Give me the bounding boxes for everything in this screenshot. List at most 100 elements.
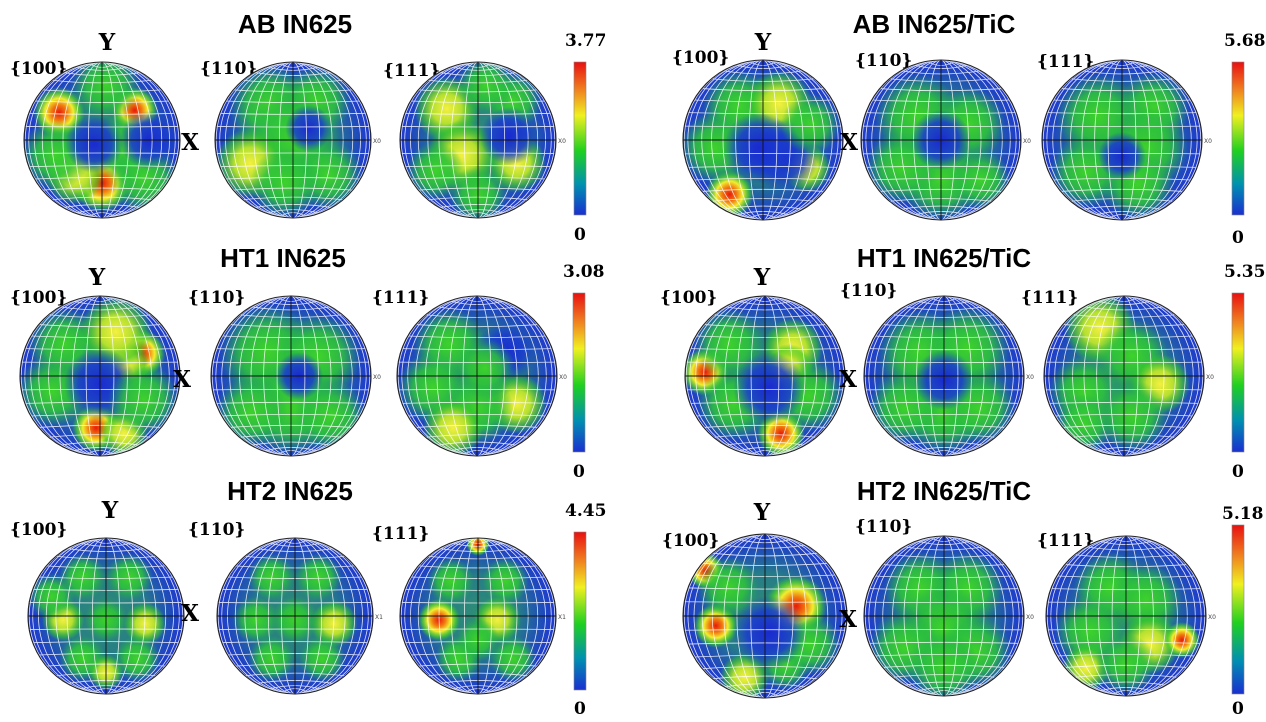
- pole-family-label: {100}: [660, 288, 717, 308]
- x-axis-label: X: [839, 366, 857, 393]
- pole-figure-outline: [1045, 535, 1207, 697]
- intensity-colorbar: [1231, 524, 1245, 695]
- pole-figure-outline: [19, 295, 181, 457]
- colorbar-min-label: 0: [1232, 699, 1244, 717]
- texture-intensity-blob: [456, 62, 516, 115]
- x0-reference-label: X0: [1026, 614, 1034, 621]
- pole-figure-outline: [214, 61, 372, 219]
- pole-figure-outline: [399, 537, 557, 695]
- pole-figure-outline: [682, 533, 848, 699]
- panel-title: HT1 IN625: [220, 243, 346, 273]
- y-axis-label: Y: [101, 497, 119, 524]
- pole-figure-outline: [396, 295, 558, 457]
- pole-family-label: {111}: [372, 524, 429, 544]
- pole-family-label: {111}: [1021, 288, 1078, 308]
- pole-family-label: {111}: [372, 288, 429, 308]
- panel-title: HT2 IN625: [227, 476, 353, 506]
- texture-intensity-blob: [481, 557, 529, 605]
- pole-figure-outline: [863, 535, 1025, 697]
- pole-family-label: {111}: [1037, 52, 1094, 72]
- pole-figure-outline: [682, 59, 844, 221]
- pole-family-label: {110}: [200, 59, 257, 79]
- pole-figure-outline: [863, 295, 1025, 457]
- pole-figure-panel: HT1 IN625/TiC {100} {110} X0 {111} X0 Y X 5.35 0: [660, 243, 1265, 482]
- pole-figure-outline: [216, 537, 374, 695]
- colorbar-min-label: 0: [1232, 228, 1244, 248]
- x0-reference-label: X0: [1204, 138, 1212, 145]
- texture-intensity-blob: [285, 104, 332, 152]
- x-axis-label: X: [173, 366, 191, 393]
- pole-figure-outline: [27, 537, 185, 695]
- pole-figure-outline: [860, 59, 1022, 221]
- pole-figure-panel: HT2 IN625/TiC {100} {110} X0 {111} X0 Y X 5.18 0: [662, 476, 1263, 719]
- y-axis-label: Y: [753, 264, 771, 291]
- texture-intensity-blob: [479, 106, 539, 166]
- pole-family-label: {110}: [855, 51, 912, 71]
- pole-figure-panel: AB IN625/TiC {100} {110} X0 {111} X0 Y X 5.68 0: [672, 9, 1265, 248]
- texture-intensity-blob: [427, 557, 475, 605]
- texture-intensity-blob: [70, 62, 141, 121]
- x0-reference-label: X0: [373, 138, 381, 145]
- x-axis-label: X: [839, 606, 857, 633]
- intensity-colorbar: [573, 531, 587, 691]
- x0-reference-label: X0: [1206, 374, 1214, 381]
- y-axis-label: Y: [98, 29, 116, 56]
- pole-figure-outline: [1041, 59, 1203, 221]
- texture-intensity-blob: [108, 364, 180, 436]
- texture-intensity-blob: [423, 398, 483, 456]
- x0-reference-label: X0: [1208, 614, 1216, 621]
- pole-figure-panel: AB IN625 {100} {110} X0 {111} X0 Y X 3.77 0: [10, 9, 606, 245]
- pole-figure-outline: [23, 61, 181, 219]
- texture-intensity-blob: [781, 94, 841, 154]
- pole-family-label: {100}: [10, 59, 67, 79]
- colorbar-max-label: 5.68: [1224, 31, 1265, 51]
- pole-figure-outline: [1043, 295, 1205, 457]
- texture-intensity-blob: [489, 635, 537, 683]
- pole-family-label: {100}: [672, 48, 729, 68]
- x-axis-label: X: [840, 129, 858, 156]
- colorbar-min-label: 0: [573, 462, 585, 482]
- pole-family-label: {110}: [840, 281, 897, 301]
- pole-figure-panel: HT1 IN625 {100} {110} X0 {111} X0 Y X 3.08 0: [10, 243, 604, 482]
- pole-family-label: {111}: [1037, 531, 1094, 551]
- pole-figure-outline: [684, 295, 846, 457]
- x0-reference-label: X1: [558, 614, 566, 621]
- panel-title: HT1 IN625/TiC: [857, 243, 1032, 273]
- colorbar-max-label: 5.18: [1222, 504, 1263, 524]
- intensity-colorbar: [572, 292, 586, 453]
- texture-intensity-blob: [455, 338, 515, 398]
- panel-title: AB IN625: [238, 9, 352, 39]
- x0-reference-label: X0: [559, 374, 567, 381]
- y-axis-label: Y: [88, 264, 106, 291]
- pole-family-label: {100}: [10, 520, 67, 540]
- intensity-colorbar: [573, 61, 587, 216]
- intensity-colorbar: [1231, 61, 1245, 216]
- pole-figure-panel: HT2 IN625 {100} {110} X1 {111} X1 Y X 4.45 0: [10, 476, 606, 719]
- x0-reference-label: X0: [1023, 138, 1031, 145]
- texture-intensity-blob: [28, 573, 75, 620]
- x0-reference-label: X1: [375, 614, 383, 621]
- x0-reference-label: X0: [373, 374, 381, 381]
- colorbar-max-label: 3.08: [563, 262, 604, 282]
- panel-title: HT2 IN625/TiC: [857, 476, 1032, 506]
- colorbar-max-label: 5.35: [1224, 262, 1265, 282]
- intensity-colorbar: [1231, 292, 1245, 453]
- x0-reference-label: X0: [1026, 374, 1034, 381]
- texture-intensity-blob: [732, 595, 806, 670]
- y-axis-label: Y: [754, 29, 772, 56]
- colorbar-max-label: 4.45: [565, 501, 606, 521]
- pole-family-label: {110}: [188, 520, 245, 540]
- pole-figure-outline: [210, 295, 372, 457]
- pole-family-label: {111}: [383, 61, 440, 81]
- texture-intensity-blob: [405, 141, 465, 201]
- pole-family-label: {100}: [662, 531, 719, 551]
- panel-title: AB IN625/TiC: [853, 9, 1016, 39]
- y-axis-label: Y: [753, 499, 771, 526]
- pole-figure-texture: [400, 62, 556, 218]
- texture-intensity-blob: [298, 635, 346, 683]
- x-axis-label: X: [181, 600, 199, 627]
- colorbar-min-label: 0: [574, 699, 586, 717]
- colorbar-min-label: 0: [1232, 462, 1244, 482]
